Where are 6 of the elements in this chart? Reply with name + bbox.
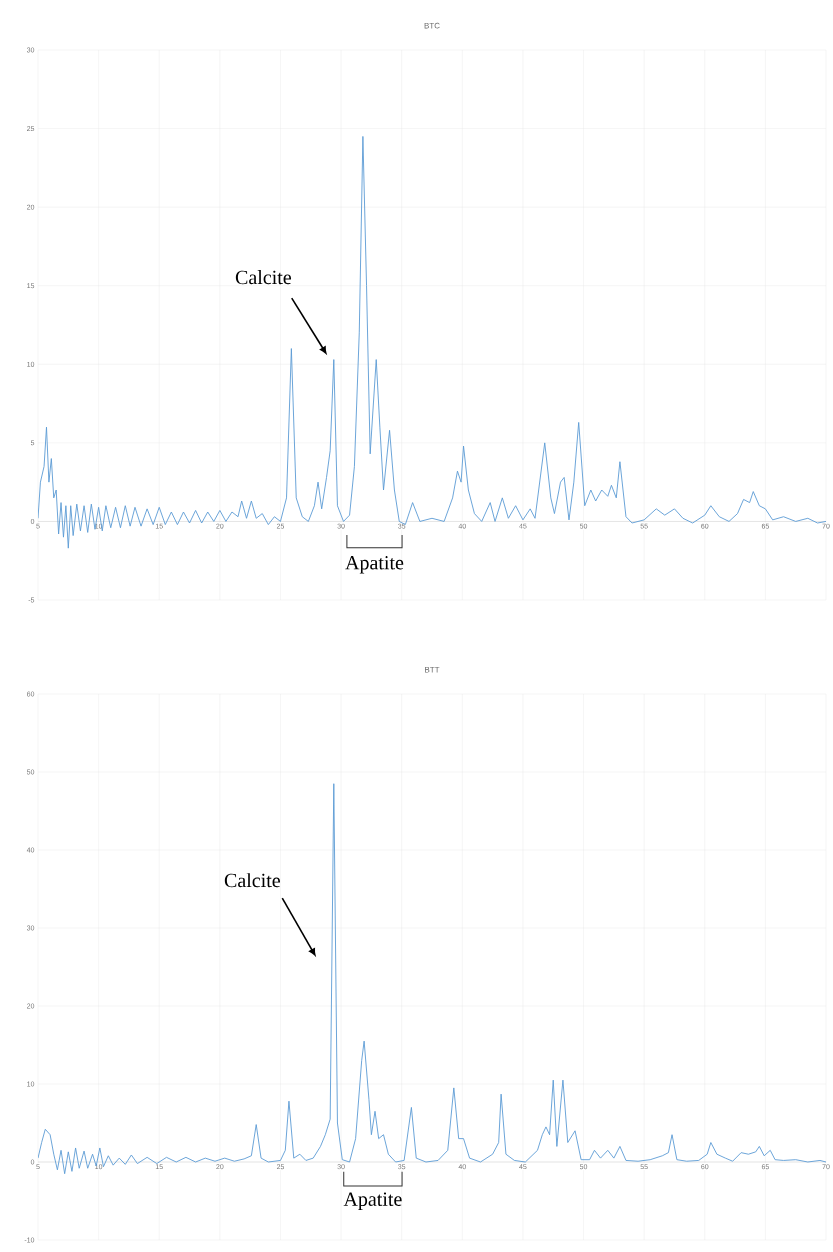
chart-title: BTC: [424, 22, 440, 29]
annotation: Calcite: [235, 270, 292, 285]
annotation: Apatite: [343, 1192, 402, 1210]
annotation: Apatite: [345, 556, 404, 574]
chart-title: BTT: [425, 666, 440, 673]
annotation: Calcite: [224, 873, 280, 888]
